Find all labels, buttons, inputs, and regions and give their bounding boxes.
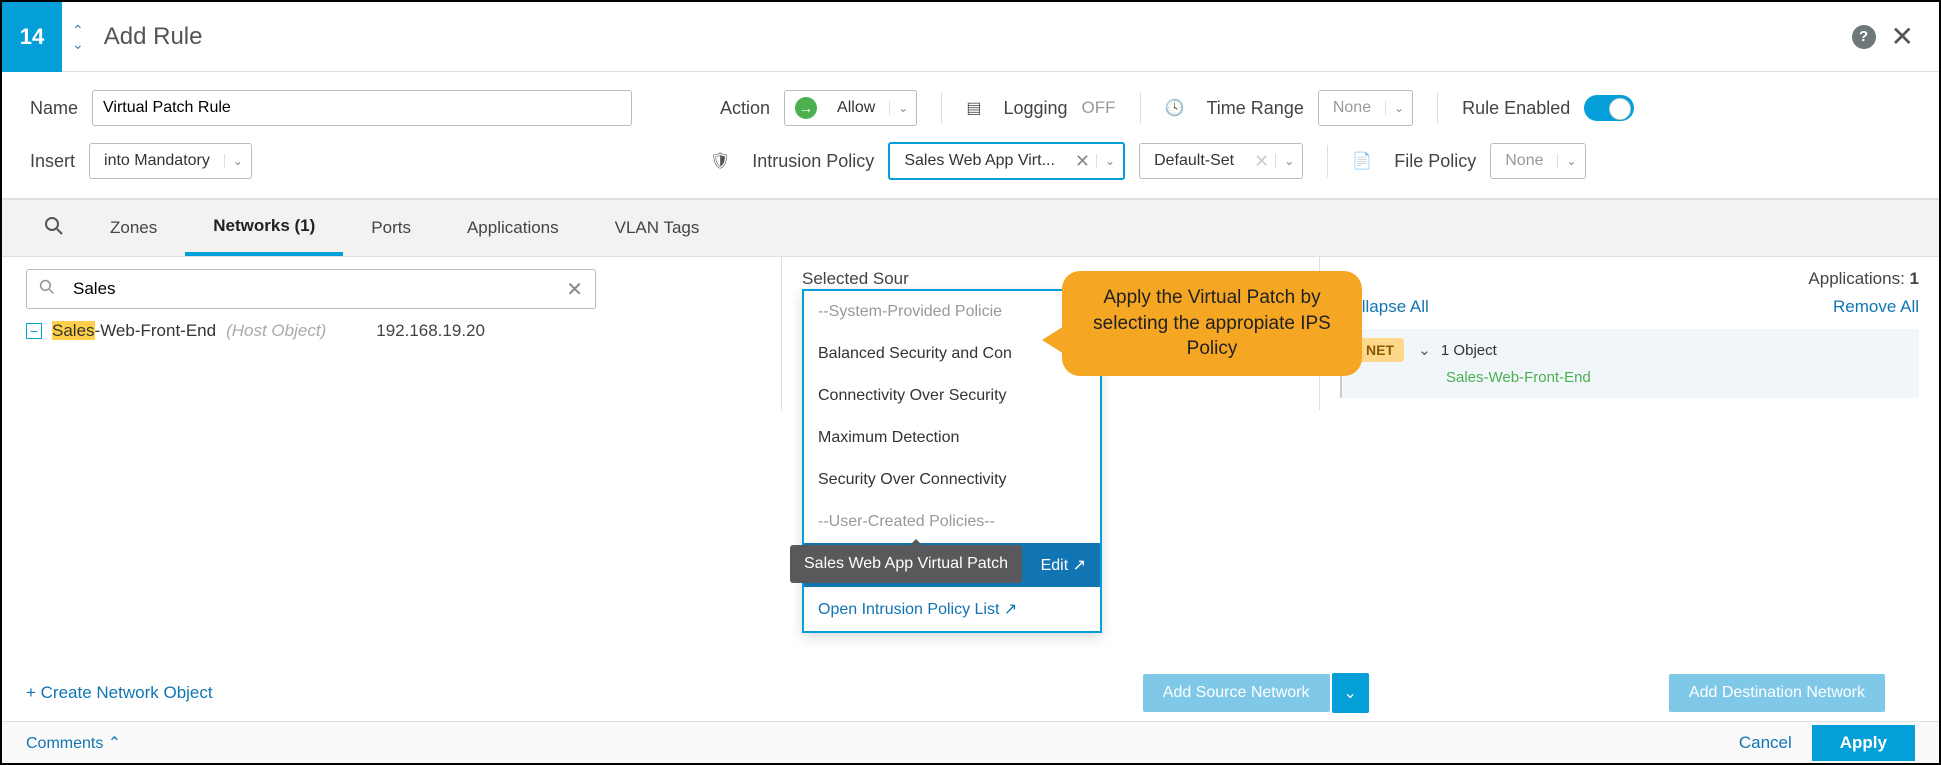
network-object-row[interactable]: − Sales-Web-Front-End (Host Object) 192.…: [26, 321, 757, 341]
rule-number: 14: [2, 2, 62, 72]
clear-search-icon[interactable]: ✕: [566, 277, 583, 302]
object-type: (Host Object): [226, 321, 326, 341]
chevron-down-icon: ⌄: [224, 154, 251, 168]
clear-icon[interactable]: ✕: [1248, 151, 1275, 172]
add-destination-network-button[interactable]: Add Destination Network: [1669, 674, 1885, 712]
dropdown-section-user: --User-Created Policies--: [804, 501, 1100, 543]
action-value: Allow: [823, 99, 889, 117]
filepolicy-label: File Policy: [1394, 151, 1476, 172]
name-input[interactable]: [92, 90, 632, 126]
tab-applications[interactable]: Applications: [439, 202, 587, 254]
logging-label[interactable]: Logging: [1003, 98, 1067, 119]
filepolicy-value: None: [1491, 152, 1557, 170]
insert-label: Insert: [30, 151, 75, 172]
applications-count: 1: [1910, 269, 1919, 288]
timerange-select[interactable]: None ⌄: [1318, 90, 1413, 126]
destination-object-group: NET ⌄ 1 Object Sales-Web-Front-End: [1340, 329, 1919, 398]
tab-vlan[interactable]: VLAN Tags: [587, 202, 728, 254]
variable-set-value: Default-Set: [1140, 152, 1248, 170]
edit-link[interactable]: Edit ↗: [1041, 555, 1086, 575]
rule-enabled-label: Rule Enabled: [1462, 98, 1570, 119]
help-icon[interactable]: ?: [1852, 25, 1876, 49]
object-ip: 192.168.19.20: [376, 321, 485, 341]
comments-toggle[interactable]: Comments ⌃: [26, 733, 121, 753]
chevron-down-icon: ⌄: [889, 101, 916, 115]
net-badge: NET: [1356, 338, 1404, 362]
annotation-callout: Apply the Virtual Patch by selecting the…: [1062, 271, 1362, 376]
close-icon[interactable]: ✕: [1891, 20, 1914, 53]
action-select[interactable]: → Allow ⌄: [784, 90, 917, 126]
clock-icon: 🕓: [1165, 98, 1185, 118]
intrusion-label: Intrusion Policy: [752, 151, 874, 172]
add-source-network-button[interactable]: Add Source Network: [1143, 674, 1330, 712]
applications-label: Applications:: [1808, 269, 1904, 288]
apply-button[interactable]: Apply: [1812, 725, 1915, 761]
divider: [941, 92, 942, 124]
tooltip: Sales Web App Virtual Patch: [790, 545, 1022, 583]
dialog-title: Add Rule: [94, 23, 1852, 51]
logging-value: OFF: [1082, 98, 1116, 118]
remove-all-link[interactable]: Remove All: [1833, 297, 1919, 317]
shield-icon: 🛡: [710, 151, 730, 171]
create-network-object-link[interactable]: + Create Network Object: [26, 683, 213, 703]
timerange-label: Time Range: [1206, 98, 1303, 119]
chevron-down-icon: ⌄: [1275, 154, 1302, 168]
name-label: Name: [30, 98, 78, 119]
divider: [1327, 145, 1328, 177]
variable-set-select[interactable]: Default-Set ✕ ⌄: [1139, 143, 1303, 179]
chevron-down-icon: ⌄: [1557, 154, 1584, 168]
object-search[interactable]: ✕: [26, 269, 596, 309]
add-source-dropdown-button[interactable]: ⌄: [1332, 673, 1369, 713]
tab-networks[interactable]: Networks (1): [185, 200, 343, 256]
intrusion-policy-select[interactable]: Sales Web App Virt... ✕ ⌄: [888, 142, 1125, 180]
intrusion-value: Sales Web App Virt...: [890, 152, 1069, 170]
dropdown-item[interactable]: Connectivity Over Security: [804, 375, 1100, 417]
search-icon[interactable]: [26, 216, 82, 240]
insert-value: into Mandatory: [90, 152, 224, 170]
insert-select[interactable]: into Mandatory ⌄: [89, 143, 252, 179]
rule-enabled-toggle[interactable]: [1584, 95, 1634, 121]
chevron-down-icon: ⌄: [1096, 154, 1123, 168]
action-label: Action: [720, 98, 770, 119]
allow-icon: →: [795, 97, 817, 119]
tab-ports[interactable]: Ports: [343, 202, 439, 254]
destination-object-item[interactable]: Sales-Web-Front-End: [1446, 369, 1905, 386]
open-policy-list-link[interactable]: Open Intrusion Policy List ↗: [804, 587, 1100, 631]
divider: [1437, 92, 1438, 124]
object-search-input[interactable]: [63, 271, 566, 307]
clear-icon[interactable]: ✕: [1069, 151, 1096, 172]
timerange-value: None: [1319, 99, 1385, 117]
file-icon: 📄: [1352, 151, 1372, 171]
reorder-arrows[interactable]: ⌃⌄: [62, 23, 94, 51]
tab-zones[interactable]: Zones: [82, 202, 185, 254]
object-name-highlight: Sales: [52, 321, 95, 340]
dropdown-item[interactable]: Maximum Detection: [804, 417, 1100, 459]
divider: [1140, 92, 1141, 124]
logging-icon: ▤: [966, 98, 981, 118]
object-count-label: 1 Object: [1441, 342, 1497, 359]
chevron-down-icon[interactable]: ⌄: [1418, 342, 1431, 359]
collapse-icon[interactable]: −: [26, 323, 42, 339]
object-name-rest: -Web-Front-End: [95, 321, 217, 340]
cancel-button[interactable]: Cancel: [1739, 733, 1792, 753]
search-icon: [39, 279, 55, 299]
chevron-down-icon: ⌄: [1385, 101, 1412, 115]
filepolicy-select[interactable]: None ⌄: [1490, 143, 1585, 179]
dropdown-item[interactable]: Security Over Connectivity: [804, 459, 1100, 501]
